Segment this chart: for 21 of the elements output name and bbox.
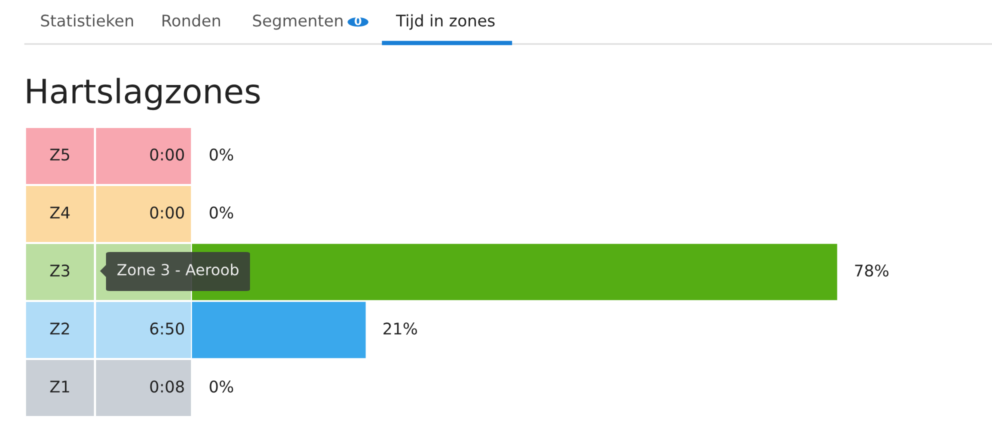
annotation: Zone 3 - Aeroob (117, 264, 238, 276)
y-tick-label: Z3 (50, 264, 70, 277)
text: 6:50 (150, 322, 184, 335)
text: 0:00 (150, 148, 184, 161)
text: 0:08 (150, 380, 184, 393)
text: Segmenten (253, 14, 342, 30)
chart-title: Hartslagzones (27, 78, 260, 110)
data-label: 0% (210, 380, 234, 393)
y-tick-label: Z5 (50, 148, 70, 161)
data-label: 78% (855, 264, 888, 277)
data-label: 0% (210, 148, 234, 161)
text: Ronden (162, 14, 220, 27)
text: Tijd in zones (396, 14, 495, 30)
y-tick-label: Z4 (50, 206, 70, 218)
y-tick-label: Z2 (50, 322, 69, 334)
data-label: 21% (384, 322, 417, 335)
text: 0:00 (150, 206, 184, 219)
y-tick-label: Z1 (50, 380, 70, 392)
text: Statistieken (41, 14, 133, 27)
text: 0 (354, 16, 362, 26)
data-label: 0% (210, 206, 234, 219)
